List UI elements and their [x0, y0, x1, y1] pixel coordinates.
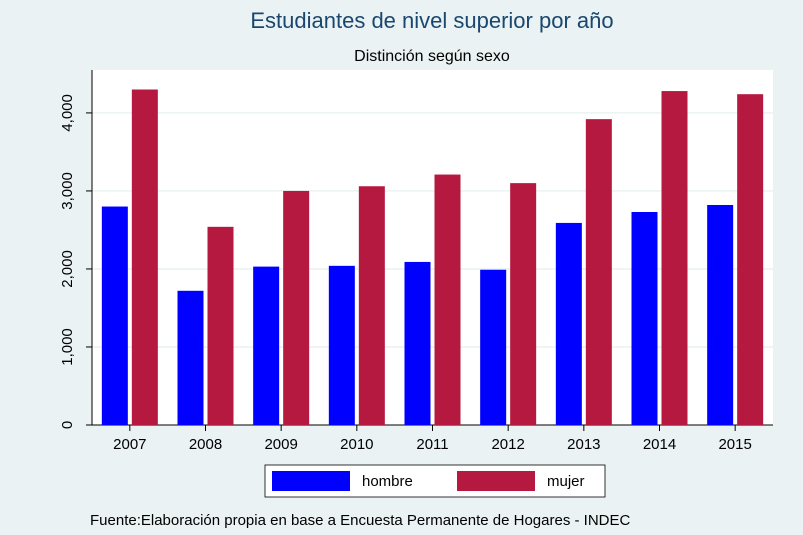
chart-subtitle: Distinción según sexo	[354, 48, 510, 65]
bar	[358, 186, 385, 425]
legend-label: hombre	[362, 473, 413, 490]
legend-label: mujer	[547, 473, 585, 490]
bar	[207, 226, 234, 425]
bar	[131, 89, 158, 425]
y-tick-label: 2,000	[59, 250, 76, 288]
x-tick-label: 2015	[718, 436, 751, 453]
bar	[480, 269, 507, 425]
bar	[177, 290, 204, 425]
x-tick-label: 2012	[491, 436, 524, 453]
x-tick-label: 2009	[264, 436, 297, 453]
bar	[631, 212, 658, 425]
y-tick-label: 4,000	[59, 94, 76, 132]
x-tick-label: 2014	[643, 436, 676, 453]
bar	[585, 119, 612, 426]
bar	[434, 174, 461, 425]
legend-swatch	[272, 471, 350, 491]
bar	[555, 222, 582, 425]
y-tick-label: 3,000	[59, 172, 76, 210]
bar	[328, 265, 355, 425]
x-tick-label: 2010	[340, 436, 373, 453]
bar	[101, 206, 128, 425]
bar	[253, 266, 280, 425]
bar	[737, 94, 764, 425]
bar	[283, 190, 310, 425]
y-tick-label: 0	[59, 421, 76, 429]
chart-title: Estudiantes de nivel superior por año	[250, 8, 613, 33]
bar	[707, 204, 734, 425]
x-tick-label: 2013	[567, 436, 600, 453]
x-tick-label: 2007	[113, 436, 146, 453]
plot-area	[92, 70, 773, 425]
x-tick-label: 2008	[189, 436, 222, 453]
footnote: Fuente:Elaboración propia en base a Encu…	[90, 512, 630, 529]
bar	[661, 91, 688, 426]
bar	[404, 261, 431, 425]
y-tick-label: 1,000	[59, 328, 76, 366]
x-tick-label: 2011	[416, 436, 448, 453]
bar	[510, 183, 537, 425]
legend-swatch	[457, 471, 535, 491]
